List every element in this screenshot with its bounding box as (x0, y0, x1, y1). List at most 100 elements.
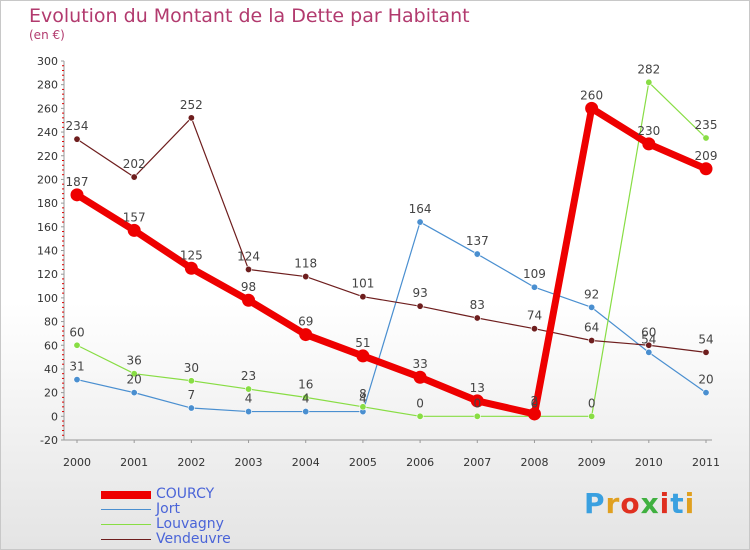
data-label-courcy: 260 (580, 88, 603, 102)
data-label-vendeuvre: 202 (123, 157, 146, 171)
data-label-jort: 92 (584, 287, 599, 301)
y-tick-label: 40 (44, 363, 58, 376)
data-label-vendeuvre: 83 (470, 298, 485, 312)
logo-letter: t (670, 487, 685, 520)
x-tick-label: 2006 (406, 456, 434, 469)
data-label-courcy: 209 (695, 149, 718, 163)
y-tick-label: 200 (37, 173, 58, 186)
y-tick-label: 0 (51, 410, 58, 423)
data-label-vendeuvre: 64 (584, 321, 599, 335)
data-label-vendeuvre: 234 (66, 119, 89, 133)
data-label-louvagny: 0 (531, 396, 539, 410)
data-point-courcy (585, 101, 599, 115)
data-label-louvagny: 282 (637, 62, 660, 76)
legend-swatch (101, 508, 151, 511)
data-point-jort (588, 303, 596, 311)
data-point-jort (187, 404, 195, 412)
data-label-courcy: 187 (66, 175, 89, 189)
legend-swatch (101, 523, 151, 526)
data-point-jort (73, 376, 81, 384)
data-label-jort: 109 (523, 267, 546, 281)
x-tick-label: 2002 (177, 456, 205, 469)
data-point-courcy (70, 188, 84, 202)
data-point-louvagny (302, 393, 310, 401)
data-point-jort (702, 389, 710, 397)
data-point-louvagny (473, 412, 481, 420)
x-tick-label: 2001 (120, 456, 148, 469)
series-line-louvagny (76, 81, 707, 417)
logo-letter: i (684, 487, 696, 520)
legend-item-louvagny: Louvagny (101, 517, 231, 532)
data-label-jort: 4 (359, 392, 367, 406)
legend-swatch (101, 490, 151, 499)
y-tick-label: 160 (37, 221, 58, 234)
logo-letter: o (620, 487, 641, 520)
data-label-jort: 20 (127, 373, 142, 387)
data-point-vendeuvre (73, 135, 81, 143)
legend-label: Vendeuvre (156, 531, 231, 547)
data-point-louvagny (645, 78, 653, 86)
data-label-courcy: 69 (298, 315, 313, 329)
proxiti-logo: Proxiti (584, 487, 695, 520)
legend-swatch (101, 538, 151, 541)
data-point-courcy (127, 223, 141, 237)
data-point-jort (130, 389, 138, 397)
data-point-louvagny (588, 412, 596, 420)
series-line-vendeuvre (76, 117, 707, 353)
data-point-vendeuvre (130, 173, 138, 181)
data-label-louvagny: 0 (416, 396, 424, 410)
data-label-courcy: 33 (412, 357, 427, 371)
data-point-vendeuvre (530, 325, 538, 333)
data-label-louvagny: 36 (127, 354, 142, 368)
data-point-vendeuvre (245, 265, 253, 273)
data-label-vendeuvre: 252 (180, 98, 203, 112)
data-point-courcy (299, 328, 313, 342)
legend-item-jort: Jort (101, 502, 231, 517)
x-tick-label: 2008 (520, 456, 548, 469)
data-label-vendeuvre: 118 (294, 257, 317, 271)
data-label-courcy: 2 (531, 394, 539, 408)
data-point-jort (645, 348, 653, 356)
data-point-vendeuvre (702, 348, 710, 356)
legend-item-vendeuvre: Vendeuvre (101, 532, 231, 547)
data-label-louvagny: 30 (184, 361, 199, 375)
data-label-vendeuvre: 60 (641, 325, 656, 339)
data-point-vendeuvre (588, 337, 596, 345)
y-tick-label: 80 (44, 316, 58, 329)
data-point-jort (245, 408, 253, 416)
data-label-courcy: 125 (180, 248, 203, 262)
data-point-courcy (356, 349, 370, 363)
data-point-jort (473, 250, 481, 258)
data-point-courcy (413, 370, 427, 384)
x-tick-label: 2007 (463, 456, 491, 469)
data-label-jort: 7 (188, 388, 196, 402)
x-tick-label: 2000 (63, 456, 91, 469)
y-tick-label: 20 (44, 387, 58, 400)
y-tick-label: 260 (37, 102, 58, 115)
data-point-jort (302, 408, 310, 416)
x-tick-label: 2010 (635, 456, 663, 469)
data-label-jort: 4 (302, 392, 310, 406)
x-tick-label: 2003 (235, 456, 263, 469)
data-label-vendeuvre: 101 (351, 277, 374, 291)
y-tick-label: 60 (44, 339, 58, 352)
data-point-courcy (470, 394, 484, 408)
y-tick-label: 100 (37, 292, 58, 305)
legend-label: COURCY (156, 486, 215, 502)
series-line-courcy (73, 104, 710, 418)
x-tick-label: 2011 (692, 456, 720, 469)
data-point-vendeuvre (187, 114, 195, 122)
series-line-jort (76, 221, 707, 413)
data-label-vendeuvre: 54 (698, 332, 713, 346)
legend-item-courcy: COURCY (101, 487, 231, 502)
data-label-louvagny: 0 (473, 396, 481, 410)
data-label-courcy: 230 (637, 124, 660, 138)
data-point-courcy (527, 407, 541, 421)
chart-title: Evolution du Montant de la Dette par Hab… (29, 5, 470, 27)
data-label-louvagny: 16 (298, 377, 313, 391)
data-point-louvagny (416, 412, 424, 420)
data-point-vendeuvre (473, 314, 481, 322)
logo-letter: x (640, 487, 660, 520)
